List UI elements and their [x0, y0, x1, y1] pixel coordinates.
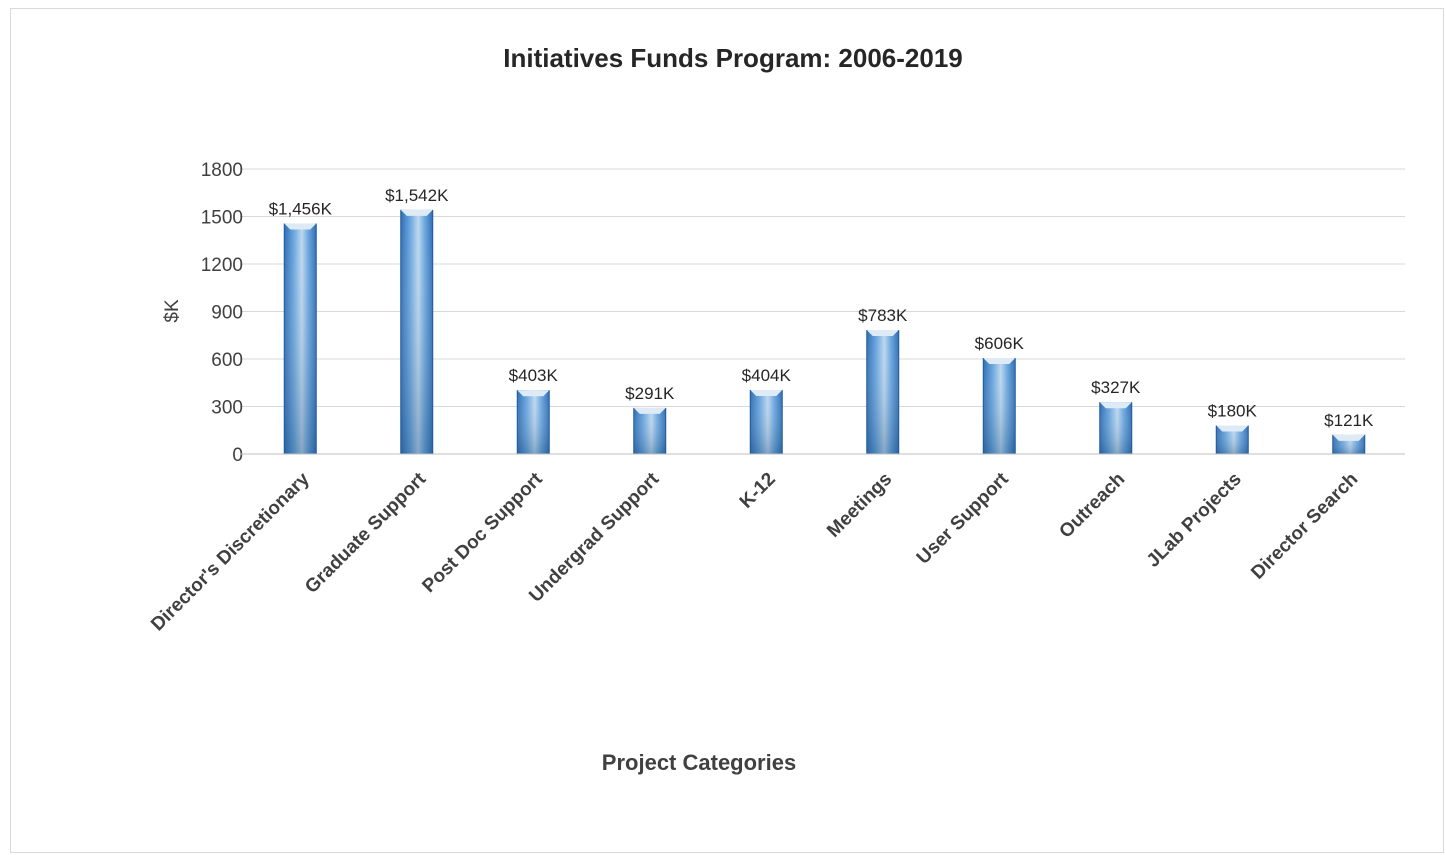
- data-label-6: $606K: [975, 334, 1025, 353]
- y-tick-label: 300: [211, 398, 243, 419]
- data-label-0: $1,456K: [269, 199, 333, 218]
- chart-title: Initiatives Funds Program: 2006-2019: [503, 43, 963, 73]
- bar-shade: [517, 390, 550, 454]
- bar-3: [633, 407, 667, 454]
- data-label-7: $327K: [1091, 378, 1141, 397]
- category-label-9: Director Search: [1247, 469, 1362, 584]
- y-axis-ticks: 0 300 600 900 1200 1500 1800: [201, 160, 243, 466]
- x-axis-title: Project Categories: [602, 750, 796, 775]
- y-tick-label: 1200: [201, 255, 243, 276]
- category-label-3: Undergrad Support: [525, 468, 663, 606]
- bar-shade: [866, 330, 899, 454]
- bar-cap: [1332, 434, 1365, 441]
- y-tick-label: 600: [211, 350, 243, 371]
- data-label-1: $1,542K: [385, 186, 449, 205]
- data-label-3: $291K: [625, 384, 675, 403]
- bar-shade: [750, 390, 783, 454]
- bar-cap: [750, 390, 783, 397]
- category-label-8: JLab Projects: [1143, 469, 1246, 572]
- bar-2: [516, 390, 550, 454]
- bar-8: [1215, 425, 1249, 454]
- data-labels: $1,456K $1,542K $403K $291K $404K $783K $606K $…: [269, 186, 1374, 430]
- bar-shade: [1099, 402, 1132, 454]
- bar-0: [283, 223, 317, 454]
- bar-1: [400, 209, 434, 454]
- bar-shade: [633, 407, 666, 454]
- category-label-5: Meetings: [823, 469, 896, 542]
- data-label-9: $121K: [1324, 411, 1374, 430]
- bar-4: [749, 390, 783, 454]
- category-label-0: Director's Discretionary: [147, 468, 314, 635]
- data-label-8: $180K: [1208, 402, 1258, 421]
- bar-shade: [284, 223, 317, 454]
- y-tick-label: 1500: [201, 208, 243, 229]
- category-label-6: User Support: [913, 468, 1013, 568]
- bar-cap: [866, 330, 899, 337]
- bar-9: [1332, 434, 1366, 454]
- bar-cap: [284, 223, 317, 230]
- bars: [283, 209, 1366, 454]
- bar-shade: [400, 209, 433, 454]
- category-label-7: Outreach: [1055, 469, 1129, 543]
- data-label-2: $403K: [509, 366, 559, 385]
- data-label-5: $783K: [858, 306, 908, 325]
- bar-cap: [633, 407, 666, 414]
- data-label-4: $404K: [742, 366, 792, 385]
- category-label-1: Graduate Support: [301, 468, 431, 598]
- bar-cap: [400, 209, 433, 216]
- bar-shade: [983, 358, 1016, 454]
- y-tick-label: 0: [232, 445, 243, 466]
- y-tick-label: 900: [211, 303, 243, 324]
- bar-7: [1099, 402, 1133, 454]
- category-label-4: K-12: [736, 469, 780, 513]
- category-label-2: Post Doc Support: [418, 468, 547, 597]
- y-tick-label: 1800: [201, 160, 243, 181]
- bar-cap: [517, 390, 550, 397]
- gridlines: [240, 168, 1405, 407]
- bar-6: [982, 358, 1016, 454]
- chart-frame: [10, 8, 1444, 853]
- y-axis-title: $K: [162, 299, 183, 323]
- bar-cap: [1099, 402, 1132, 409]
- bar-cap: [1216, 425, 1249, 432]
- bar-cap: [983, 358, 1016, 365]
- bar-5: [866, 330, 900, 454]
